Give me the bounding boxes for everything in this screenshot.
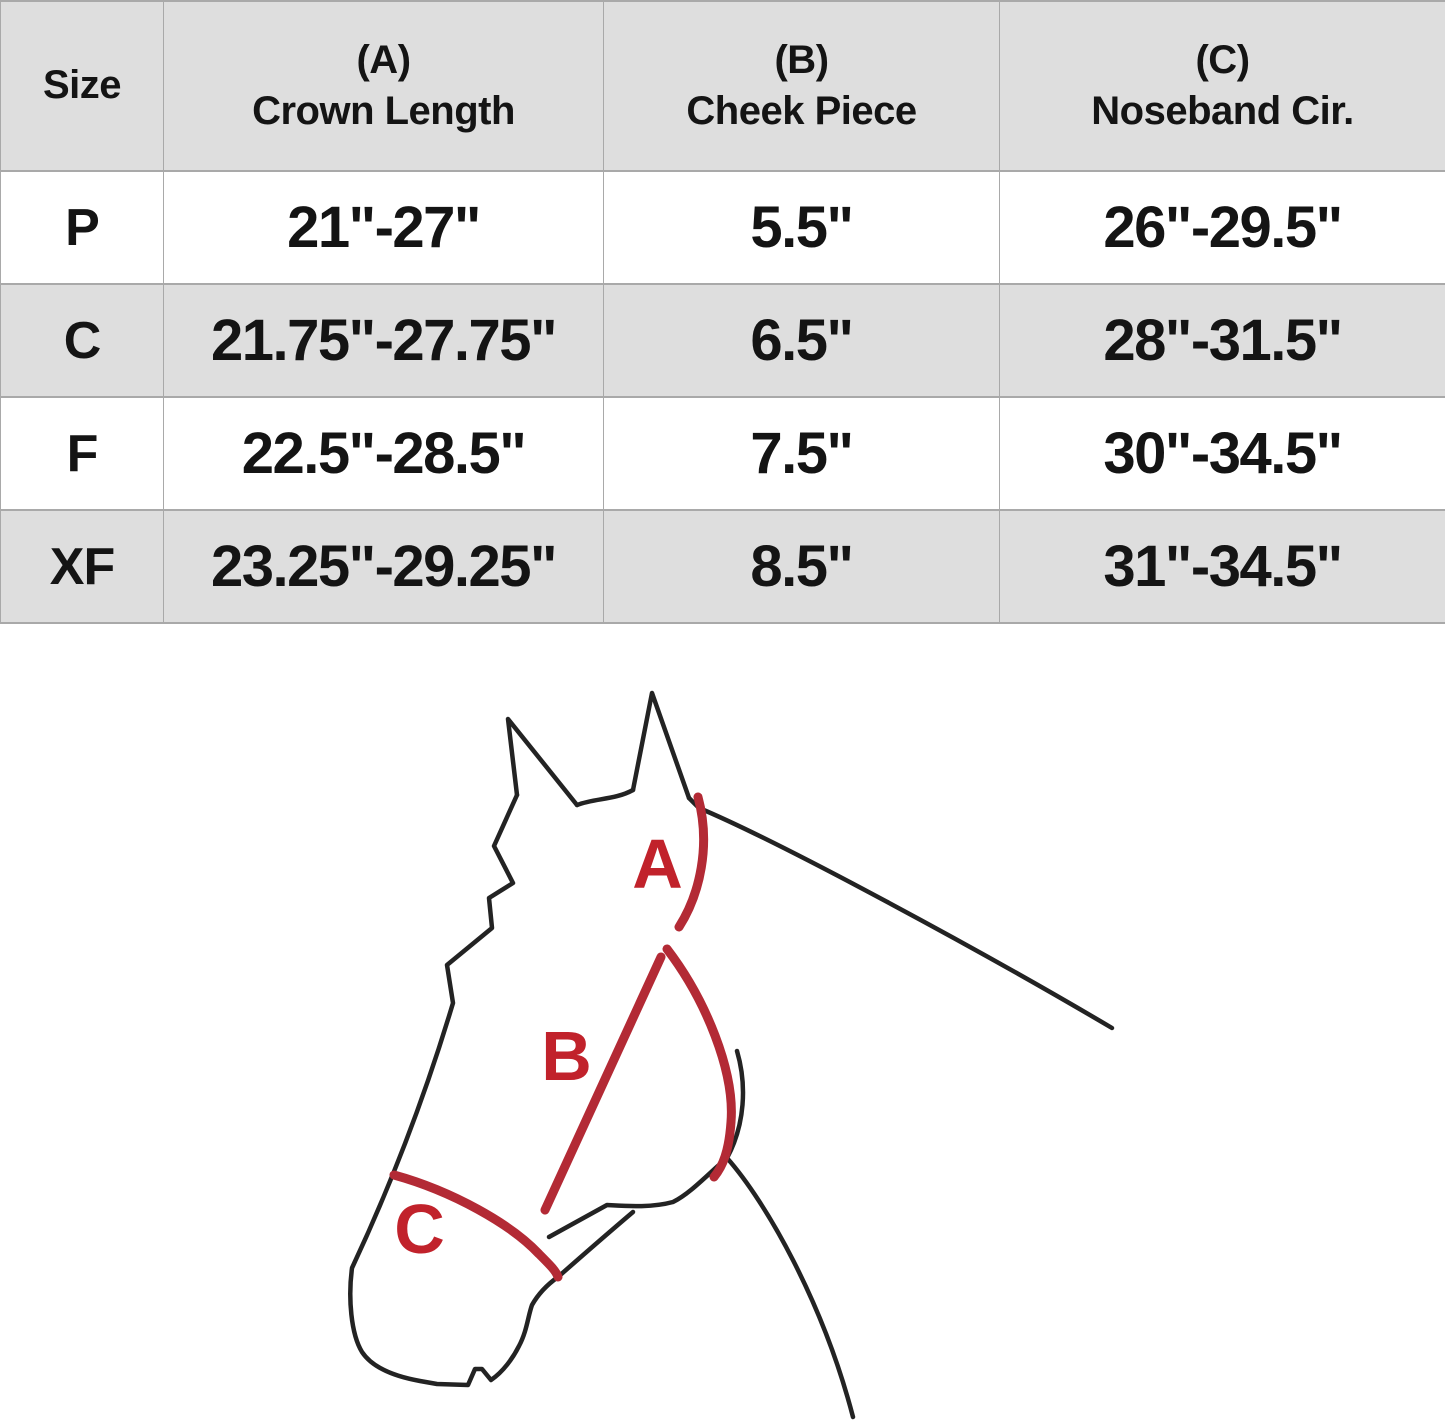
- header-noseband-cir: (C) Noseband Cir.: [999, 0, 1445, 172]
- horse-face-and-muzzle-outline: [348, 792, 561, 1388]
- table-row-c: C 21.75"-27.75" 6.5" 28"-31.5": [0, 283, 1445, 398]
- header-crown-length: (A) Crown Length: [163, 0, 604, 172]
- cheek-piece-b-line: [540, 952, 666, 1215]
- crown-strap-a-line: [674, 792, 709, 932]
- horse-jowl-line: [555, 1209, 636, 1280]
- header-noseband-label: Noseband Cir.: [1091, 89, 1354, 133]
- halter-straps-group: [389, 792, 736, 1282]
- noseband-c-line: [389, 1170, 563, 1282]
- horse-neck-front-line: [724, 1155, 856, 1420]
- table-header-row: Size (A) Crown Length (B) Cheek Piece (C…: [0, 0, 1445, 172]
- header-cheek-label: Cheek Piece: [686, 89, 917, 133]
- header-noseband-tag: (C): [1195, 37, 1250, 82]
- header-cheek-piece: (B) Cheek Piece: [603, 0, 1000, 172]
- table-row-xf: XF 23.25"-29.25" 8.5" 31"-34.5": [0, 509, 1445, 624]
- cheek-c: 6.5": [603, 283, 1000, 398]
- table-row-p: P 21"-27" 5.5" 26"-29.5": [0, 170, 1445, 285]
- cheek-f: 7.5": [603, 396, 1000, 511]
- label-c-noseband: C: [394, 1190, 444, 1268]
- table-row-f: F 22.5"-28.5" 7.5" 30"-34.5": [0, 396, 1445, 511]
- crown-xf: 23.25"-29.25": [163, 509, 604, 624]
- noseband-c: 28"-31.5": [999, 283, 1445, 398]
- horse-back-ear-outline: [505, 716, 580, 808]
- cheek-curve-line: [662, 944, 736, 1182]
- crown-p: 21"-27": [163, 170, 604, 285]
- header-size-label: Size: [42, 63, 122, 108]
- noseband-xf: 31"-34.5": [999, 509, 1445, 624]
- horse-outline-group: [348, 690, 1115, 1420]
- header-size: Size: [0, 0, 164, 172]
- horse-neck-top-line: [686, 795, 1115, 1031]
- horse-front-ear-outline: [630, 690, 692, 801]
- noseband-f: 30"-34.5": [999, 396, 1445, 511]
- label-b-cheek: B: [541, 1017, 591, 1095]
- size-p: P: [0, 170, 164, 285]
- size-chart-table: Size (A) Crown Length (B) Cheek Piece (C…: [0, 0, 1445, 624]
- header-crown-tag: (A): [356, 37, 411, 82]
- crown-f: 22.5"-28.5": [163, 396, 604, 511]
- horse-ear-saddle-outline: [574, 787, 636, 808]
- crown-c: 21.75"-27.75": [163, 283, 604, 398]
- size-f: F: [0, 396, 164, 511]
- label-a-crown: A: [632, 825, 682, 903]
- size-c: C: [0, 283, 164, 398]
- horse-mouth-line: [546, 1155, 730, 1240]
- noseband-p: 26"-29.5": [999, 170, 1445, 285]
- header-cheek-tag: (B): [774, 37, 829, 82]
- cheek-xf: 8.5": [603, 509, 1000, 624]
- header-crown-label: Crown Length: [252, 89, 515, 133]
